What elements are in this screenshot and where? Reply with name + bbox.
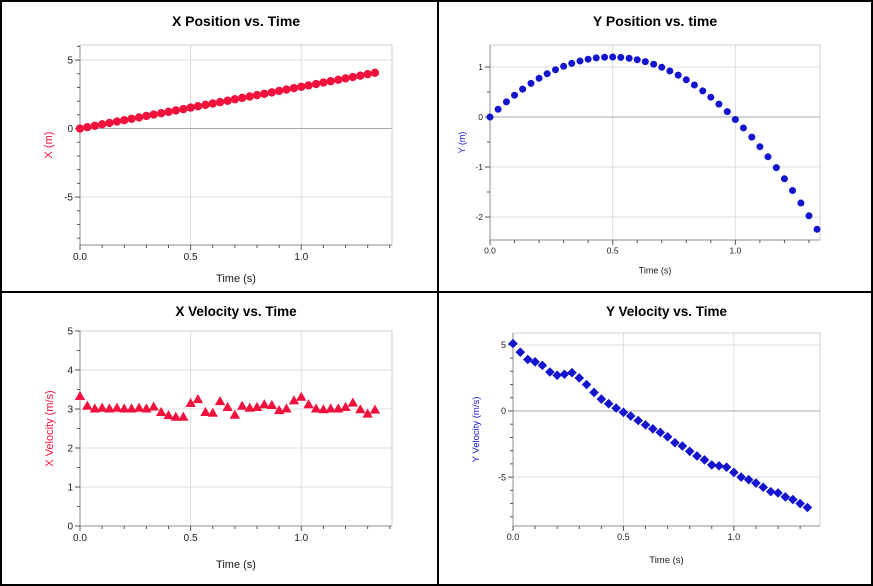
svg-text:0.5: 0.5 (607, 246, 619, 256)
svg-text:Time (s): Time (s) (639, 266, 672, 276)
svg-text:0.0: 0.0 (507, 532, 520, 542)
svg-text:3: 3 (67, 405, 73, 416)
chart-panel-x-position: 0.0 0.5 1.0 5 0 -5 Time (s) X (m) X Position vs… (2, 2, 437, 291)
svg-text:5: 5 (67, 327, 73, 338)
svg-text:1: 1 (478, 62, 483, 72)
svg-text:0.0: 0.0 (484, 246, 496, 256)
svg-text:0.5: 0.5 (184, 533, 198, 544)
svg-text:0.5: 0.5 (184, 252, 198, 263)
svg-text:0: 0 (501, 406, 506, 416)
chart-title-x-velocity: X Velocity vs. Time (175, 304, 297, 319)
svg-text:1.0: 1.0 (729, 246, 741, 256)
svg-text:-2: -2 (475, 212, 483, 222)
svg-text:-5: -5 (64, 193, 73, 204)
y-position-plot: 0.0 0.5 1.0 1 0 -1 -2 Time (s) Y (m) (457, 44, 821, 276)
svg-text:4: 4 (67, 366, 73, 377)
grid-divider-horizontal (2, 291, 871, 293)
svg-text:Y Velocity (m/s): Y Velocity (m/s) (471, 397, 482, 463)
chart-title-y-position: Y Position vs. time (592, 13, 718, 29)
grid-divider-vertical (437, 2, 439, 584)
svg-text:Time (s): Time (s) (216, 273, 256, 285)
chart-panel-x-velocity: 0.0 0.5 1.0 5 4 3 2 1 0 Time (s) X Velocity (m/s) … (2, 293, 437, 584)
svg-text:Time (s): Time (s) (216, 559, 256, 571)
svg-text:X (m): X (m) (43, 132, 55, 159)
x-velocity-plot: 0.0 0.5 1.0 5 4 3 2 1 0 Time (s) X Velocity (m/s) (44, 327, 393, 571)
svg-text:2: 2 (67, 444, 73, 455)
svg-text:-5: -5 (498, 472, 506, 482)
svg-text:1.0: 1.0 (728, 532, 741, 542)
svg-text:0: 0 (67, 124, 73, 135)
chart-panel-y-position: 0.0 0.5 1.0 1 0 -1 -2 Time (s) Y (m) Y Position … (439, 2, 871, 291)
x-position-plot: 0.0 0.5 1.0 5 0 -5 Time (s) X (m) (43, 44, 393, 285)
svg-text:X Velocity (m/s): X Velocity (m/s) (44, 390, 56, 466)
svg-text:1.0: 1.0 (294, 252, 308, 263)
svg-text:0.0: 0.0 (73, 533, 87, 544)
svg-text:5: 5 (67, 56, 73, 67)
svg-text:0: 0 (478, 112, 483, 122)
chart-title-y-velocity: Y Velocity vs. Time (605, 304, 728, 319)
svg-text:0.5: 0.5 (617, 532, 630, 542)
chart-title-x-position: X Position vs. Time (171, 13, 301, 29)
svg-text:-1: -1 (475, 162, 483, 172)
svg-text:1: 1 (67, 483, 73, 494)
svg-text:0: 0 (67, 522, 73, 533)
svg-text:0.0: 0.0 (73, 252, 87, 263)
y-velocity-plot: 0.0 0.5 1.0 5 0 -5 Time (s) Y Velocity (m/s) (471, 332, 821, 566)
chart-panel-y-velocity: 0.0 0.5 1.0 5 0 -5 Time (s) Y Velocity (m/s) Y … (439, 293, 871, 584)
svg-text:Y (m): Y (m) (457, 132, 467, 154)
svg-text:Time (s): Time (s) (649, 555, 683, 566)
svg-text:5: 5 (501, 340, 506, 350)
svg-text:1.0: 1.0 (294, 533, 308, 544)
